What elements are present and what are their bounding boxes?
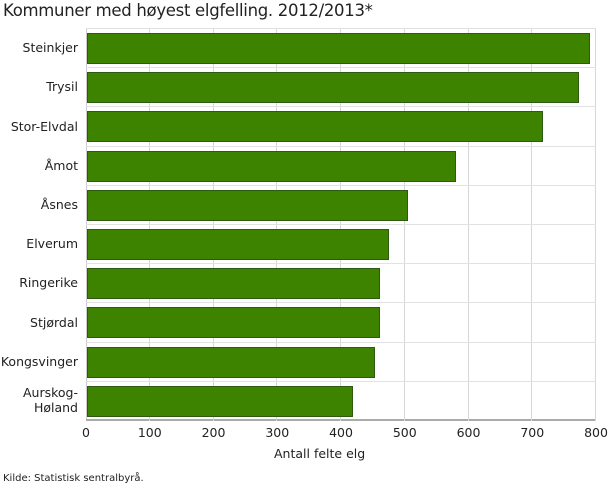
x-tick-label: 700 (520, 425, 545, 440)
bar[interactable] (87, 33, 590, 64)
category-label: Stjørdal (30, 314, 78, 330)
bar[interactable] (87, 111, 543, 143)
gridline-vertical (595, 29, 596, 421)
category-label: Kongsvinger (0, 353, 78, 369)
bar[interactable] (87, 150, 457, 182)
plot-area (86, 28, 596, 421)
gridline-horizontal (86, 224, 596, 225)
category-label: Åsnes (40, 196, 78, 212)
category-label: Elverum (26, 236, 78, 252)
category-label: Åmot (44, 157, 78, 173)
gridline-horizontal (86, 145, 596, 147)
x-tick-label: 600 (456, 425, 481, 440)
bar[interactable] (87, 346, 376, 378)
gridline-horizontal (86, 106, 596, 108)
bar[interactable] (87, 268, 381, 300)
y-axis-line (86, 29, 87, 421)
category-label: Aurskog- Høland (22, 385, 78, 416)
gridline-horizontal (86, 263, 596, 265)
bar[interactable] (87, 307, 380, 339)
x-tick-label: 200 (201, 425, 226, 440)
chart-title: Kommuner med høyest elgfelling. 2012/201… (3, 1, 373, 20)
gridline-horizontal (86, 67, 596, 69)
category-label: Stor-Elvdal (10, 118, 78, 134)
bar[interactable] (87, 72, 579, 104)
source-note: Kilde: Statistisk sentralbyrå. (3, 473, 144, 484)
gridline-vertical (403, 29, 405, 421)
x-tick-label: 0 (82, 425, 90, 440)
x-tick-label: 500 (392, 425, 417, 440)
gridline-vertical (276, 29, 278, 421)
gridline-horizontal (86, 302, 596, 304)
bar[interactable] (87, 229, 390, 260)
x-tick-label: 800 (584, 425, 608, 440)
x-axis-label: Antall felte elg (274, 446, 366, 461)
category-label: Trysil (46, 79, 78, 95)
gridline-horizontal (86, 341, 596, 343)
gridline-horizontal (86, 184, 596, 186)
bar[interactable] (87, 385, 353, 417)
category-label: Ringerike (19, 275, 78, 291)
category-label: Steinkjer (22, 40, 78, 56)
x-axis-line (86, 419, 596, 421)
gridline-vertical (212, 29, 214, 421)
gridline-vertical (148, 29, 150, 421)
x-tick-label: 400 (329, 425, 353, 440)
gridline-horizontal (86, 380, 596, 382)
gridline-vertical (531, 29, 533, 421)
gridline-vertical (467, 29, 469, 421)
x-tick-label: 100 (137, 425, 162, 440)
x-tick-label: 300 (265, 425, 290, 440)
bar[interactable] (87, 189, 408, 221)
gridline-vertical (340, 29, 341, 421)
